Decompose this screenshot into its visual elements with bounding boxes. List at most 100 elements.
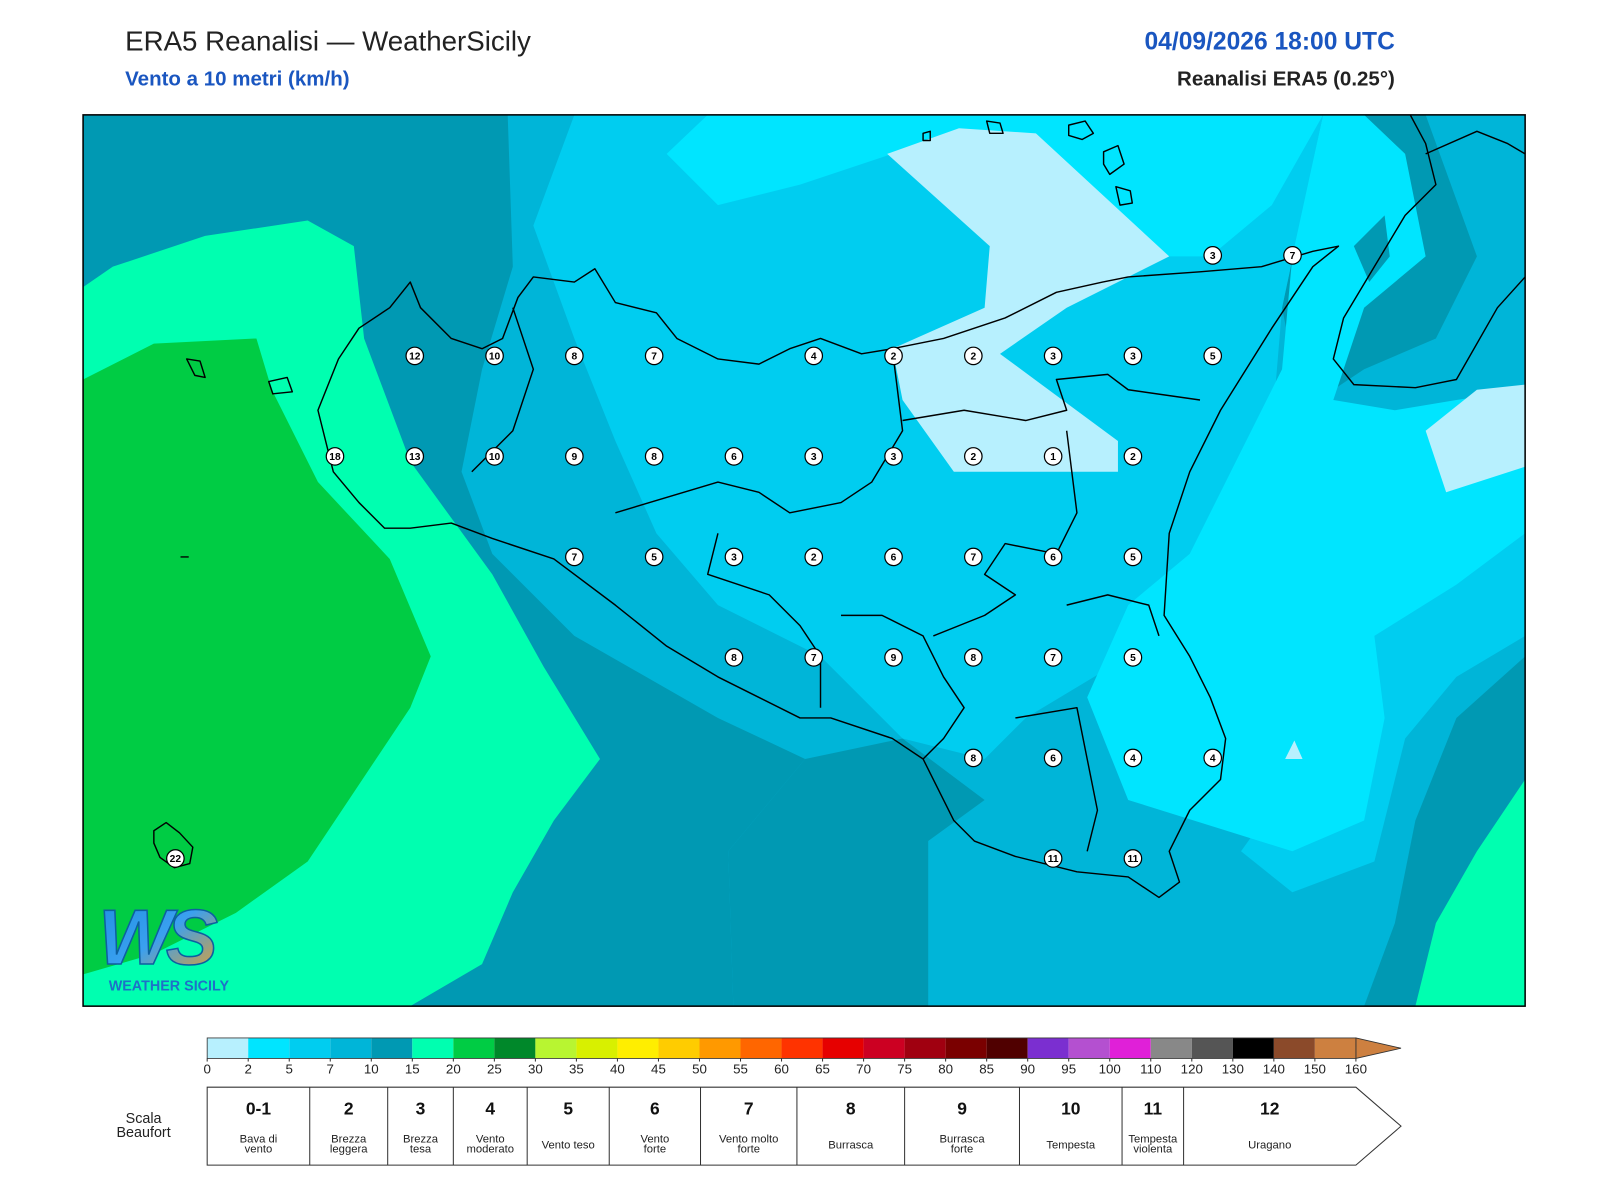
station-marker [804,648,824,667]
colorbar-segment [986,1037,1028,1059]
colorbar-tick-label: 65 [815,1061,830,1076]
station-value: 6 [891,553,897,564]
colorbar-segment [453,1037,495,1059]
field-band [1285,740,1303,759]
station-value: 7 [1290,251,1296,262]
station-value: 10 [489,452,501,463]
colorbar-segment [699,1037,741,1059]
beaufort-name: Vento molto [719,1133,779,1145]
colorbar-tick-label: 0 [203,1061,210,1076]
beaufort-name: Burrasca [828,1140,874,1152]
field-band [83,338,431,975]
colorbar-segment [494,1037,536,1059]
colorbar-tick-label: 45 [651,1061,666,1076]
colorbar-tick-label: 130 [1222,1061,1244,1076]
colorbar-tick-label: 110 [1140,1061,1161,1076]
station-value: 11 [1048,854,1059,865]
colorbar-tick-label: 10 [364,1061,379,1076]
colorbar-segment [658,1037,700,1059]
beaufort-name: Burrasca [940,1133,986,1145]
field-band [1415,779,1526,1007]
station-marker [405,346,425,366]
station-marker [963,748,983,768]
field-band [728,738,985,1007]
station-value: 22 [170,854,182,865]
beaufort-force: 8 [846,1098,856,1118]
station-marker [1203,346,1223,366]
station-value: 12 [409,352,421,363]
colorbar-tick-label: 150 [1304,1061,1326,1076]
colorbar-tick-label: 7 [327,1061,334,1076]
station-value: 18 [329,452,341,463]
colorbar-tick-label: 15 [405,1061,420,1076]
colorbar-tick-label: 140 [1263,1061,1285,1076]
colorbar-segment [1273,1037,1315,1059]
beaufort-force: 7 [744,1098,754,1118]
colorbar-tick-label: 80 [938,1061,953,1076]
beaufort-label: Scala [126,1111,162,1127]
station-value: 7 [572,553,578,564]
station-marker [644,346,664,366]
station-marker [485,346,504,366]
calabria-coastline [1332,114,1526,389]
station-marker [963,547,983,567]
colorbar-extension [1355,1037,1402,1059]
colorbar-segment [1314,1037,1356,1059]
station-marker [405,447,425,466]
source: Reanalisi ERA5 (0.25°) [1177,67,1395,90]
station-value: 7 [651,352,657,363]
colorbar-segment [740,1037,782,1059]
colorbar-segment [207,1037,249,1059]
station-value: 13 [409,452,421,463]
station-marker [166,849,185,868]
colorbar-segment [1068,1037,1110,1059]
station-value: 8 [970,653,976,664]
colorbar-segment [535,1037,577,1059]
station-value: 3 [1130,352,1136,363]
station-value: 3 [891,452,897,463]
colorbar-tick-label: 40 [610,1061,625,1076]
station-marker [644,447,664,466]
colorbar-segment [248,1037,290,1059]
colorbar-segment [330,1037,372,1059]
beaufort-force: 6 [650,1098,660,1118]
station-marker [724,648,744,667]
colorbar-segment [576,1037,618,1059]
colorbar-tick-label: 95 [1061,1061,1076,1076]
colorbar-segment [1232,1037,1274,1059]
station-marker [1043,648,1063,667]
beaufort-name: moderato [466,1144,514,1156]
beaufort-force: 10 [1061,1098,1080,1118]
beaufort-name: Tempesta [1046,1140,1096,1152]
beaufort-name: vento [245,1144,273,1156]
field-band [1353,215,1390,283]
colorbar-tick-label: 120 [1181,1061,1203,1076]
logo-mark: WS [98,893,217,981]
beaufort-force: 4 [485,1098,495,1118]
colorbar-tick-label: 90 [1020,1061,1035,1076]
colorbar: 0 2 5 7 10 15 20 25 30 35 40 45 50 55 60 65 70 75 80 85 90 95… [203,1037,1402,1076]
colorbar-segment [1027,1037,1069,1059]
station-value: 3 [731,553,737,564]
station-value: 4 [1130,754,1136,765]
stations: 3 712 10 8 7 4 2 2 3 3 518 13 10 9 8 6 3 3 2 1 27 5 3 2 6 7 6 58 7 9 8… [166,246,1302,868]
station-marker [804,547,824,567]
station-marker [1123,547,1143,567]
station-value: 2 [811,553,817,564]
station-marker [963,346,983,366]
beaufort-frame [206,1086,1402,1166]
beaufort-force: 0-1 [246,1098,271,1118]
colorbar-segment [781,1037,823,1059]
station-marker [1123,849,1143,868]
station-value: 6 [1050,553,1056,564]
beaufort-force: 2 [344,1098,354,1118]
subtitle: Vento a 10 metri (km/h) [125,67,349,90]
colorbar-tick-label: 25 [487,1061,502,1076]
station-value: 6 [731,452,737,463]
calabria-coastline [1425,130,1526,155]
station-marker [1123,447,1143,466]
colorbar-tick-label: 100 [1099,1061,1121,1076]
station-value: 2 [891,352,897,363]
station-value: 5 [651,553,657,564]
station-value: 8 [651,452,657,463]
